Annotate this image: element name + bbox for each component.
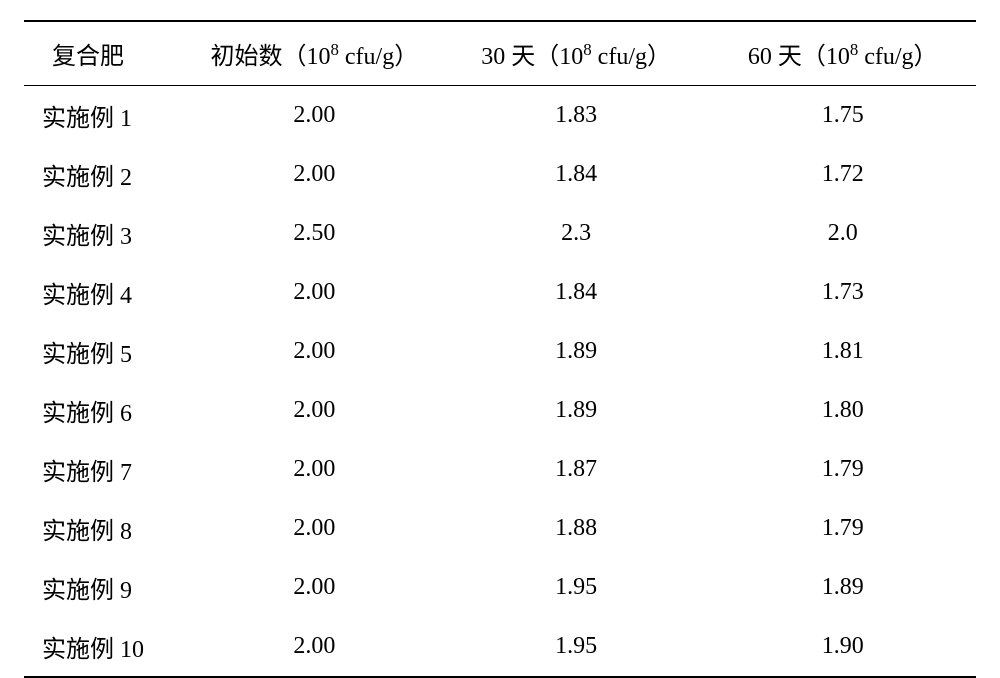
table-row: 实施例 4 2.00 1.84 1.73 — [24, 263, 976, 322]
cell-initial: 2.00 — [186, 440, 443, 499]
cell-30d: 1.89 — [443, 381, 710, 440]
table-row: 实施例 8 2.00 1.88 1.79 — [24, 499, 976, 558]
cell-initial: 2.00 — [186, 381, 443, 440]
cell-30d: 1.95 — [443, 617, 710, 677]
cell-60d: 2.0 — [709, 204, 976, 263]
cell-30d: 2.3 — [443, 204, 710, 263]
col-header-compound: 复合肥 — [24, 21, 186, 86]
table-row: 实施例 2 2.00 1.84 1.72 — [24, 145, 976, 204]
cell-initial: 2.00 — [186, 145, 443, 204]
cell-name: 实施例 6 — [24, 381, 186, 440]
cell-name: 实施例 5 — [24, 322, 186, 381]
cell-name: 实施例 10 — [24, 617, 186, 677]
table-row: 实施例 5 2.00 1.89 1.81 — [24, 322, 976, 381]
cell-name: 实施例 9 — [24, 558, 186, 617]
cell-initial: 2.00 — [186, 558, 443, 617]
cell-name: 实施例 8 — [24, 499, 186, 558]
cell-initial: 2.50 — [186, 204, 443, 263]
cell-60d: 1.80 — [709, 381, 976, 440]
cell-60d: 1.79 — [709, 499, 976, 558]
col-header-60d: 60 天（108 cfu/g） — [709, 21, 976, 86]
cell-60d: 1.90 — [709, 617, 976, 677]
cell-60d: 1.89 — [709, 558, 976, 617]
cell-name: 实施例 3 — [24, 204, 186, 263]
table-header-row: 复合肥 初始数（108 cfu/g） 30 天（108 cfu/g） 60 天（… — [24, 21, 976, 86]
cell-30d: 1.84 — [443, 145, 710, 204]
table-row: 实施例 7 2.00 1.87 1.79 — [24, 440, 976, 499]
table-row: 实施例 9 2.00 1.95 1.89 — [24, 558, 976, 617]
col-header-label: cfu/g） — [858, 44, 937, 70]
col-header-sup: 8 — [850, 40, 858, 59]
table-row: 实施例 1 2.00 1.83 1.75 — [24, 86, 976, 146]
cell-30d: 1.88 — [443, 499, 710, 558]
cell-initial: 2.00 — [186, 499, 443, 558]
cell-60d: 1.81 — [709, 322, 976, 381]
cell-30d: 1.87 — [443, 440, 710, 499]
cell-30d: 1.83 — [443, 86, 710, 146]
col-header-initial: 初始数（108 cfu/g） — [186, 21, 443, 86]
cell-30d: 1.84 — [443, 263, 710, 322]
cell-initial: 2.00 — [186, 263, 443, 322]
cell-name: 实施例 7 — [24, 440, 186, 499]
cell-name: 实施例 4 — [24, 263, 186, 322]
table-row: 实施例 3 2.50 2.3 2.0 — [24, 204, 976, 263]
table-body: 实施例 1 2.00 1.83 1.75 实施例 2 2.00 1.84 1.7… — [24, 86, 976, 678]
table-row: 实施例 10 2.00 1.95 1.90 — [24, 617, 976, 677]
cell-60d: 1.79 — [709, 440, 976, 499]
col-header-label: 复合肥 — [52, 44, 124, 70]
col-header-label: 30 天（10 — [481, 44, 583, 70]
cell-initial: 2.00 — [186, 322, 443, 381]
col-header-label: cfu/g） — [339, 44, 418, 70]
cell-60d: 1.75 — [709, 86, 976, 146]
cell-initial: 2.00 — [186, 86, 443, 146]
cell-name: 实施例 1 — [24, 86, 186, 146]
data-table: 复合肥 初始数（108 cfu/g） 30 天（108 cfu/g） 60 天（… — [24, 20, 976, 678]
col-header-30d: 30 天（108 cfu/g） — [443, 21, 710, 86]
cell-name: 实施例 2 — [24, 145, 186, 204]
cell-initial: 2.00 — [186, 617, 443, 677]
col-header-label: 初始数（10 — [210, 44, 330, 70]
col-header-sup: 8 — [330, 40, 338, 59]
table-row: 实施例 6 2.00 1.89 1.80 — [24, 381, 976, 440]
cell-60d: 1.73 — [709, 263, 976, 322]
col-header-label: 60 天（10 — [748, 44, 850, 70]
col-header-label: cfu/g） — [592, 44, 671, 70]
cell-60d: 1.72 — [709, 145, 976, 204]
cell-30d: 1.89 — [443, 322, 710, 381]
col-header-sup: 8 — [583, 40, 591, 59]
cell-30d: 1.95 — [443, 558, 710, 617]
